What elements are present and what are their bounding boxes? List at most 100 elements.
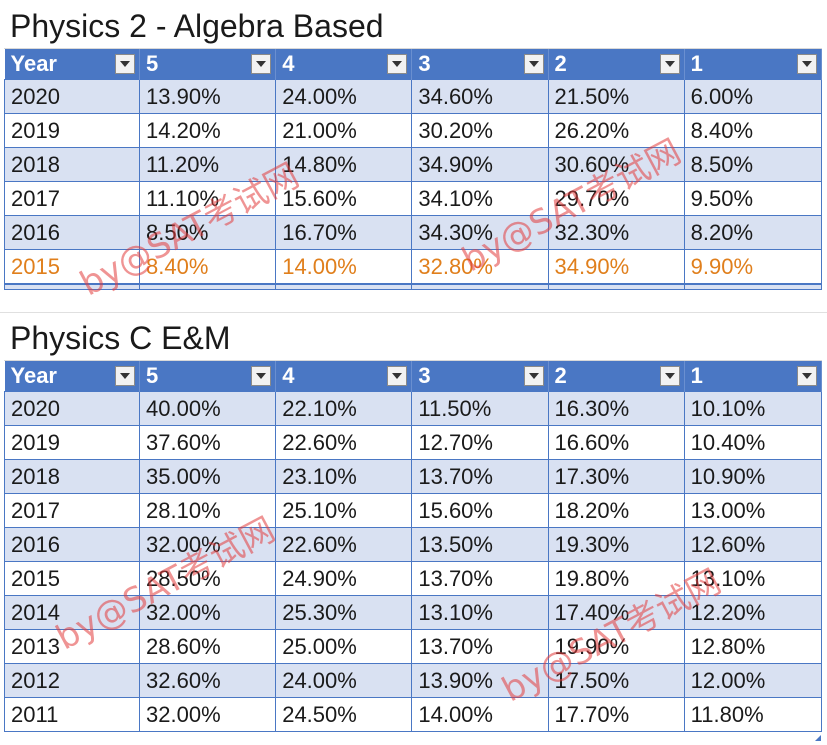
filter-dropdown-icon[interactable] — [523, 366, 544, 386]
percent-cell[interactable]: 22.60% — [275, 527, 413, 562]
filter-dropdown-icon[interactable] — [659, 54, 680, 74]
year-cell[interactable]: 2013 — [3, 629, 141, 664]
percent-cell[interactable]: 13.90% — [411, 663, 549, 698]
percent-cell[interactable]: 29.70% — [547, 181, 685, 216]
percent-cell[interactable]: 13.70% — [411, 629, 549, 664]
percent-cell[interactable]: 40.00% — [139, 391, 277, 426]
percent-cell[interactable]: 18.20% — [547, 493, 685, 528]
percent-cell[interactable]: 28.60% — [139, 629, 277, 664]
filter-dropdown-icon[interactable] — [115, 366, 136, 386]
year-cell[interactable]: 2017 — [3, 181, 141, 216]
percent-cell[interactable]: 13.00% — [683, 493, 823, 528]
year-cell[interactable]: 2019 — [3, 425, 141, 460]
percent-cell[interactable]: 34.60% — [411, 79, 549, 114]
percent-cell[interactable]: 13.10% — [683, 561, 823, 596]
percent-cell[interactable]: 8.40% — [139, 249, 277, 284]
filter-dropdown-icon[interactable] — [797, 54, 817, 74]
year-cell[interactable]: 2018 — [3, 147, 141, 182]
percent-cell[interactable]: 32.60% — [139, 663, 277, 698]
percent-cell[interactable]: 14.20% — [139, 113, 277, 148]
percent-cell[interactable]: 32.80% — [411, 249, 549, 284]
percent-cell[interactable]: 17.70% — [547, 697, 685, 732]
year-cell[interactable]: 2019 — [3, 113, 141, 148]
percent-cell[interactable]: 13.70% — [411, 459, 549, 494]
year-cell[interactable]: 2020 — [3, 391, 141, 426]
percent-cell[interactable]: 13.10% — [411, 595, 549, 630]
year-cell[interactable]: 2018 — [3, 459, 141, 494]
percent-cell[interactable]: 24.00% — [275, 79, 413, 114]
filter-dropdown-icon[interactable] — [523, 54, 544, 74]
percent-cell[interactable]: 32.00% — [139, 595, 277, 630]
percent-cell[interactable]: 30.60% — [547, 147, 685, 182]
percent-cell[interactable]: 17.50% — [547, 663, 685, 698]
percent-cell[interactable]: 17.40% — [547, 595, 685, 630]
percent-cell[interactable]: 17.30% — [547, 459, 685, 494]
percent-cell[interactable]: 37.60% — [139, 425, 277, 460]
percent-cell[interactable]: 28.10% — [139, 493, 277, 528]
percent-cell[interactable]: 12.00% — [683, 663, 823, 698]
filter-dropdown-icon[interactable] — [387, 54, 408, 74]
percent-cell[interactable]: 9.50% — [683, 181, 823, 216]
filter-dropdown-icon[interactable] — [251, 54, 272, 74]
percent-cell[interactable]: 32.00% — [139, 697, 277, 732]
percent-cell[interactable]: 34.10% — [411, 181, 549, 216]
year-cell[interactable]: 2011 — [3, 697, 141, 732]
year-cell[interactable]: 2020 — [3, 79, 141, 114]
percent-cell[interactable]: 11.50% — [411, 391, 549, 426]
filter-dropdown-icon[interactable] — [115, 54, 136, 74]
percent-cell[interactable]: 9.90% — [683, 249, 823, 284]
percent-cell[interactable]: 28.50% — [139, 561, 277, 596]
percent-cell[interactable]: 16.70% — [275, 215, 413, 250]
percent-cell[interactable]: 16.60% — [547, 425, 685, 460]
percent-cell[interactable]: 15.60% — [411, 493, 549, 528]
percent-cell[interactable]: 8.40% — [683, 113, 823, 148]
percent-cell[interactable]: 24.50% — [275, 697, 413, 732]
percent-cell[interactable]: 34.90% — [411, 147, 549, 182]
percent-cell[interactable]: 14.00% — [411, 697, 549, 732]
percent-cell[interactable]: 19.30% — [547, 527, 685, 562]
percent-cell[interactable]: 32.00% — [139, 527, 277, 562]
percent-cell[interactable]: 23.10% — [275, 459, 413, 494]
percent-cell[interactable]: 12.20% — [683, 595, 823, 630]
percent-cell[interactable]: 13.70% — [411, 561, 549, 596]
percent-cell[interactable]: 11.10% — [139, 181, 277, 216]
percent-cell[interactable]: 21.00% — [275, 113, 413, 148]
percent-cell[interactable]: 22.60% — [275, 425, 413, 460]
percent-cell[interactable]: 13.90% — [139, 79, 277, 114]
year-cell[interactable]: 2012 — [3, 663, 141, 698]
percent-cell[interactable]: 13.50% — [411, 527, 549, 562]
percent-cell[interactable]: 24.90% — [275, 561, 413, 596]
percent-cell[interactable]: 12.70% — [411, 425, 549, 460]
percent-cell[interactable]: 14.00% — [275, 249, 413, 284]
percent-cell[interactable]: 35.00% — [139, 459, 277, 494]
year-cell[interactable]: 2016 — [3, 527, 141, 562]
percent-cell[interactable]: 22.10% — [275, 391, 413, 426]
percent-cell[interactable]: 30.20% — [411, 113, 549, 148]
year-cell[interactable]: 2016 — [3, 215, 141, 250]
percent-cell[interactable]: 32.30% — [547, 215, 685, 250]
filter-dropdown-icon[interactable] — [797, 366, 817, 386]
filter-dropdown-icon[interactable] — [659, 366, 680, 386]
percent-cell[interactable]: 10.10% — [683, 391, 823, 426]
percent-cell[interactable]: 25.00% — [275, 629, 413, 664]
percent-cell[interactable]: 8.50% — [683, 147, 823, 182]
percent-cell[interactable]: 11.20% — [139, 147, 277, 182]
percent-cell[interactable]: 15.60% — [275, 181, 413, 216]
percent-cell[interactable]: 26.20% — [547, 113, 685, 148]
percent-cell[interactable]: 14.80% — [275, 147, 413, 182]
percent-cell[interactable]: 25.10% — [275, 493, 413, 528]
table-resize-handle[interactable] — [815, 735, 821, 741]
percent-cell[interactable]: 24.00% — [275, 663, 413, 698]
percent-cell[interactable]: 10.90% — [683, 459, 823, 494]
percent-cell[interactable]: 34.30% — [411, 215, 549, 250]
percent-cell[interactable]: 19.90% — [547, 629, 685, 664]
percent-cell[interactable]: 12.60% — [683, 527, 823, 562]
percent-cell[interactable]: 8.20% — [683, 215, 823, 250]
percent-cell[interactable]: 11.80% — [683, 697, 823, 732]
percent-cell[interactable]: 8.50% — [139, 215, 277, 250]
percent-cell[interactable]: 34.90% — [547, 249, 685, 284]
year-cell[interactable]: 2014 — [3, 595, 141, 630]
year-cell[interactable]: 2015 — [3, 249, 141, 284]
percent-cell[interactable]: 25.30% — [275, 595, 413, 630]
percent-cell[interactable]: 21.50% — [547, 79, 685, 114]
